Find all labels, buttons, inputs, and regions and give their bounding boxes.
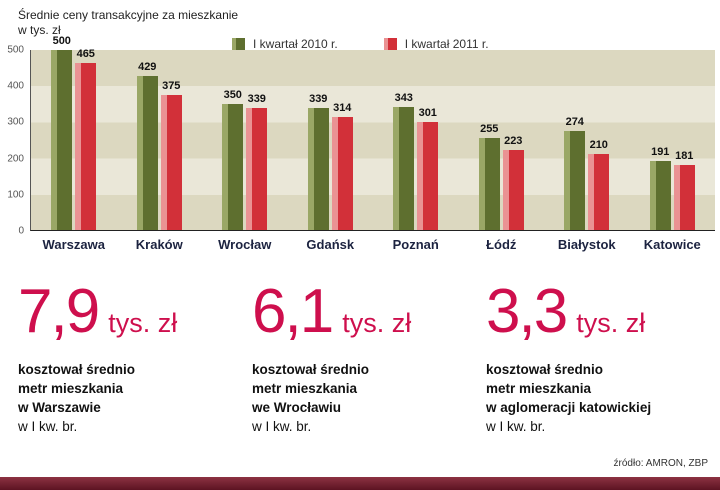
stat-desc-line2: metr mieszkania <box>486 381 592 397</box>
stat-warszawa: 7,9 tys. zł kosztował średnio metr miesz… <box>18 277 252 436</box>
stat-desc-line2: metr mieszkania <box>252 381 358 397</box>
stat-unit: tys. zł <box>108 308 178 338</box>
stat-desc-line1: kosztował średnio <box>18 362 136 378</box>
bar-2010: 339 <box>307 93 329 230</box>
bar-group: 191 181 Katowice <box>630 50 716 252</box>
stat-value: 7,9 <box>18 277 100 346</box>
bar-value-label: 429 <box>138 60 157 73</box>
bar-2010: 429 <box>136 61 158 230</box>
bar-value-label: 339 <box>247 92 266 105</box>
stat-desc-city: w aglomeracji katowickiej <box>486 400 652 416</box>
stat-description: kosztował średnio metr mieszkania w aglo… <box>486 360 720 436</box>
legend-item-2011: I kwartał 2011 r. <box>383 37 489 51</box>
bar-2010: 255 <box>478 123 500 230</box>
stat-value: 6,1 <box>252 277 334 346</box>
legend-swatch-2010-icon <box>232 37 245 51</box>
y-tick-label: 200 <box>7 153 24 165</box>
stat-desc-city: we Wrocławiu <box>252 400 342 416</box>
stat-value-block: 6,1 tys. zł <box>252 277 486 346</box>
bar-group: 429 375 Kraków <box>117 50 203 252</box>
bar-value-label: 339 <box>309 92 328 105</box>
plot-area: 500 465 Warszawa 429 375 Kraków 350 339 Wrocław 3… <box>30 35 716 252</box>
bar-value-label: 500 <box>52 35 71 47</box>
bar-2010: 500 <box>51 35 73 230</box>
chart-title-line1: Średnie ceny transakcyjne za mieszkanie <box>18 8 239 22</box>
bar-2011: 339 <box>246 93 268 230</box>
bar-value-label: 301 <box>418 106 437 119</box>
bar-value-label: 343 <box>394 91 413 104</box>
bar-group: 339 314 Gdańsk <box>288 50 374 252</box>
stat-value-block: 7,9 tys. zł <box>18 277 252 346</box>
stat-unit: tys. zł <box>342 308 412 338</box>
bar-group: 255 223 Łódź <box>459 50 545 252</box>
y-tick-label: 0 <box>18 225 24 237</box>
stat-value: 3,3 <box>486 277 568 346</box>
bar-chart: 0 100 200 300 400 500 500 465 Warszawa 429 375 Kra… <box>7 35 716 252</box>
stat-katowice: 3,3 tys. zł kosztował średnio metr miesz… <box>486 277 720 436</box>
bar-value-label: 255 <box>480 123 499 136</box>
bar-value-label: 191 <box>651 146 670 159</box>
legend-swatch-2011-icon <box>383 37 397 51</box>
bar-2010: 191 <box>649 146 671 230</box>
chart-legend: I kwartał 2010 r. I kwartał 2011 r. <box>232 37 489 51</box>
chart-title-line2: w tys. zł <box>18 23 61 37</box>
legend-item-2010: I kwartał 2010 r. <box>232 37 338 51</box>
chart-title: Średnie ceny transakcyjne za mieszkanie … <box>0 0 720 38</box>
bar-2010: 350 <box>222 89 244 230</box>
legend-label-2010: I kwartał 2010 r. <box>253 37 338 51</box>
stat-desc-line4: w I kw. br. <box>18 419 78 435</box>
bar-value-label: 465 <box>76 47 95 60</box>
bar-value-label: 223 <box>504 134 523 147</box>
bar-value-label: 181 <box>675 149 694 162</box>
bar-value-label: 274 <box>565 116 584 129</box>
stat-desc-line1: kosztował średnio <box>486 362 604 378</box>
bar-2010: 343 <box>393 92 415 230</box>
x-axis-label: Białystok <box>557 237 616 252</box>
bar-group: 500 465 Warszawa <box>31 35 117 252</box>
y-tick-label: 400 <box>7 80 24 92</box>
x-axis-label: Poznań <box>392 237 439 252</box>
bar-group: 350 339 Wrocław <box>202 50 288 252</box>
bar-group: 274 210 Białystok <box>544 50 630 252</box>
stat-desc-line1: kosztował średnio <box>252 362 370 378</box>
x-axis-label: Łódź <box>486 237 517 252</box>
x-axis-label: Gdańsk <box>306 237 355 252</box>
stat-desc-line4: w I kw. br. <box>252 419 312 435</box>
chart-header: Średnie ceny transakcyjne za mieszkanie … <box>0 0 720 51</box>
bar-2011: 210 <box>588 139 610 230</box>
bar-2011: 181 <box>673 150 695 230</box>
stat-value-block: 3,3 tys. zł <box>486 277 720 346</box>
stat-desc-line2: metr mieszkania <box>18 381 124 397</box>
y-tick-label: 300 <box>7 116 24 128</box>
bar-value-label: 210 <box>589 139 608 152</box>
y-tick-label: 500 <box>7 44 24 56</box>
source-credit: źródło: AMRON, ZBP <box>613 458 708 469</box>
x-axis-label: Warszawa <box>42 237 105 252</box>
bar-value-label: 314 <box>333 101 352 114</box>
x-axis-label: Wrocław <box>218 237 272 252</box>
x-axis-label: Katowice <box>643 237 701 252</box>
stats-row: 7,9 tys. zł kosztował średnio metr miesz… <box>18 277 720 436</box>
stat-wroclaw: 6,1 tys. zł kosztował średnio metr miesz… <box>252 277 486 436</box>
bar-value-label: 375 <box>162 80 181 92</box>
bar-2011: 301 <box>417 107 439 230</box>
y-tick-label: 100 <box>7 189 24 201</box>
legend-label-2011: I kwartał 2011 r. <box>404 37 489 51</box>
stat-description: kosztował średnio metr mieszkania w Wars… <box>18 360 252 436</box>
bar-2010: 274 <box>564 116 586 230</box>
bar-value-label: 350 <box>223 89 242 101</box>
stat-unit: tys. zł <box>576 308 646 338</box>
stat-desc-city: w Warszawie <box>18 400 101 416</box>
bar-2011: 314 <box>331 102 353 230</box>
bar-2011: 375 <box>160 80 182 230</box>
bar-2011: 223 <box>502 135 524 230</box>
stat-description: kosztował średnio metr mieszkania we Wro… <box>252 360 486 436</box>
x-axis-label: Kraków <box>135 237 183 252</box>
y-axis: 0 100 200 300 400 500 <box>1 45 28 237</box>
bar-group: 343 301 Poznań <box>373 50 459 252</box>
bar-2011: 465 <box>75 48 97 230</box>
footer-bar <box>0 477 720 490</box>
stat-desc-line4: w I kw. br. <box>486 419 546 435</box>
